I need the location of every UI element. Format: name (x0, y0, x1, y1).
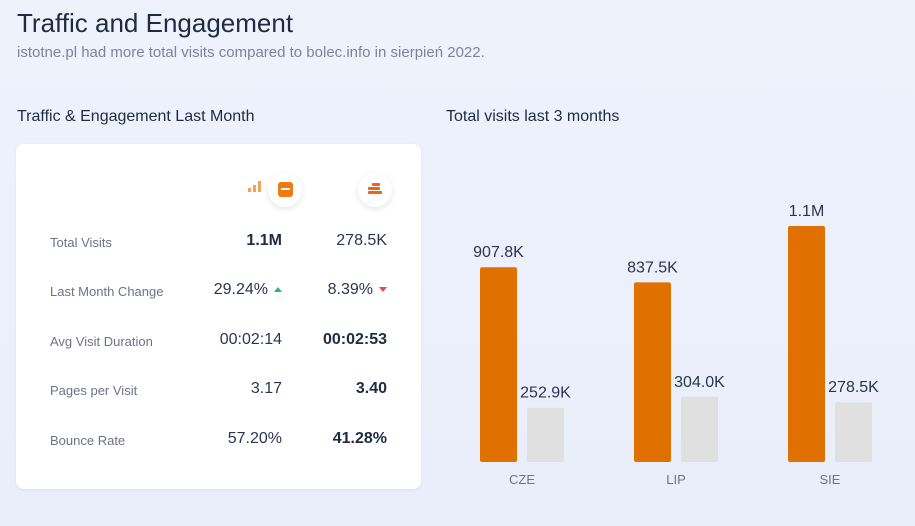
istotne-value: 3.17 (250, 380, 282, 397)
category-label: CZE (509, 472, 535, 487)
trend-down-icon (379, 287, 387, 292)
istotne-value: 1.1M (246, 232, 282, 249)
bar-cze-series-1[interactable] (480, 267, 517, 462)
metric-label: Bounce Rate (50, 433, 126, 448)
bar-value-label: 837.5K (627, 259, 678, 276)
metric-label: Pages per Visit (50, 383, 138, 398)
metric-row: Last Month Change 29.24% 8.39% (16, 276, 421, 306)
bolec-value: 00:02:53 (322, 331, 387, 348)
bar-sie-series-1[interactable] (788, 226, 825, 462)
bolec-value: 3.40 (355, 380, 387, 397)
metric-row: Avg Visit Duration 00:02:14 00:02:53 (16, 326, 421, 356)
bar-value-label: 907.8K (473, 244, 524, 261)
bolec-value: 278.5K (336, 232, 387, 249)
istotne-value: 00:02:14 (219, 331, 282, 348)
bar-lip-series-1[interactable] (634, 282, 671, 462)
bolec-value: 41.28% (332, 430, 387, 447)
bar-lip-series-2[interactable] (681, 396, 718, 462)
page-subtitle: istotne.pl had more total visits compare… (17, 44, 485, 61)
engagement-section-title: Traffic & Engagement Last Month (17, 108, 255, 125)
istotne-value: 57.20% (227, 430, 282, 447)
bar-sie-series-2[interactable] (835, 402, 872, 462)
chart-title: Total visits last 3 months (446, 108, 620, 125)
engagement-card: Total Visits 1.1M 278.5K Last Month Change 2… (16, 144, 421, 489)
bar-value-label: 304.0K (674, 374, 725, 391)
bar-value-label: 278.5K (828, 379, 879, 396)
bolec-logo-icon (358, 173, 392, 207)
metric-row: Bounce Rate 57.20% 41.28% (16, 425, 421, 455)
metric-label: Avg Visit Duration (50, 334, 153, 349)
bolec-value: 8.39% (328, 281, 387, 299)
metric-label: Total Visits (50, 235, 112, 250)
bar-chart-icon (248, 180, 262, 192)
metric-row: Pages per Visit 3.17 3.40 (16, 375, 421, 405)
metric-row: Total Visits 1.1M 278.5K (16, 227, 421, 257)
istotne-value: 29.24% (214, 281, 282, 299)
istotne-logo-icon (248, 173, 302, 207)
visits-bar-chart: 907.8K 252.9K CZE 837.5K 304.0K LIP 1.1M 278.5K… (473, 203, 879, 487)
trend-up-icon (274, 287, 282, 292)
page-title: Traffic and Engagement (17, 8, 294, 38)
category-label: SIE (820, 472, 841, 487)
category-label: LIP (666, 472, 686, 487)
bar-value-label: 252.9K (520, 385, 571, 402)
metric-label: Last Month Change (50, 284, 164, 299)
bar-cze-series-2[interactable] (527, 407, 564, 462)
bar-value-label: 1.1M (789, 203, 825, 220)
